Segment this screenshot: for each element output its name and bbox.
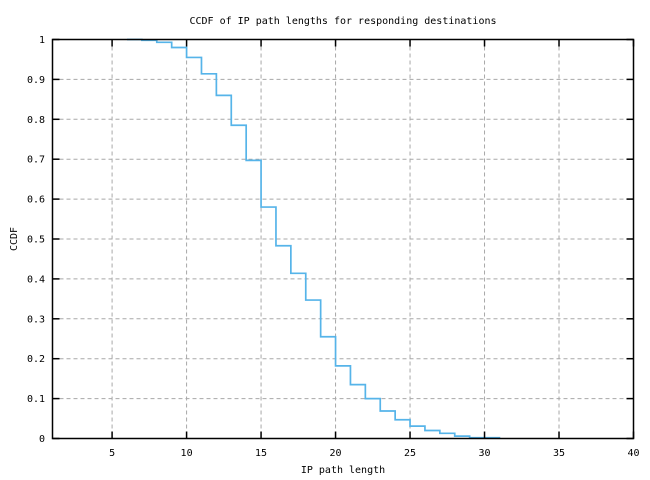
x-tick-label: 15 [255, 448, 267, 459]
y-tick-label: 0.5 [27, 235, 45, 246]
x-axis-title: IP path length [301, 465, 385, 476]
x-tick-label: 10 [181, 448, 193, 459]
y-tick-label: 0 [39, 434, 45, 445]
ccdf-step-line [126, 38, 501, 439]
x-tick-label: 30 [479, 448, 491, 459]
x-tick-label: 40 [627, 448, 639, 459]
y-tick-label: 0.3 [27, 314, 45, 325]
x-tick-label: 35 [553, 448, 565, 459]
label-layer: CCDF of IP path lengths for responding d… [9, 16, 640, 476]
y-tick-label: 0.6 [27, 195, 45, 206]
y-tick-label: 1 [39, 35, 45, 46]
y-tick-label: 0.2 [27, 354, 45, 365]
series-layer [126, 38, 501, 439]
grid-layer [52, 39, 634, 439]
y-tick-label: 0.9 [27, 75, 45, 86]
x-tick-label: 5 [109, 448, 115, 459]
y-tick-label: 0.7 [27, 155, 45, 166]
y-tick-label: 0.8 [27, 115, 45, 126]
x-tick-label: 20 [330, 448, 342, 459]
x-tick-label: 25 [404, 448, 416, 459]
axis-layer [51, 38, 635, 440]
chart-title: CCDF of IP path lengths for responding d… [189, 16, 496, 27]
y-tick-label: 0.1 [27, 394, 45, 405]
y-axis-title: CCDF [9, 227, 20, 251]
y-tick-label: 0.4 [27, 274, 45, 285]
